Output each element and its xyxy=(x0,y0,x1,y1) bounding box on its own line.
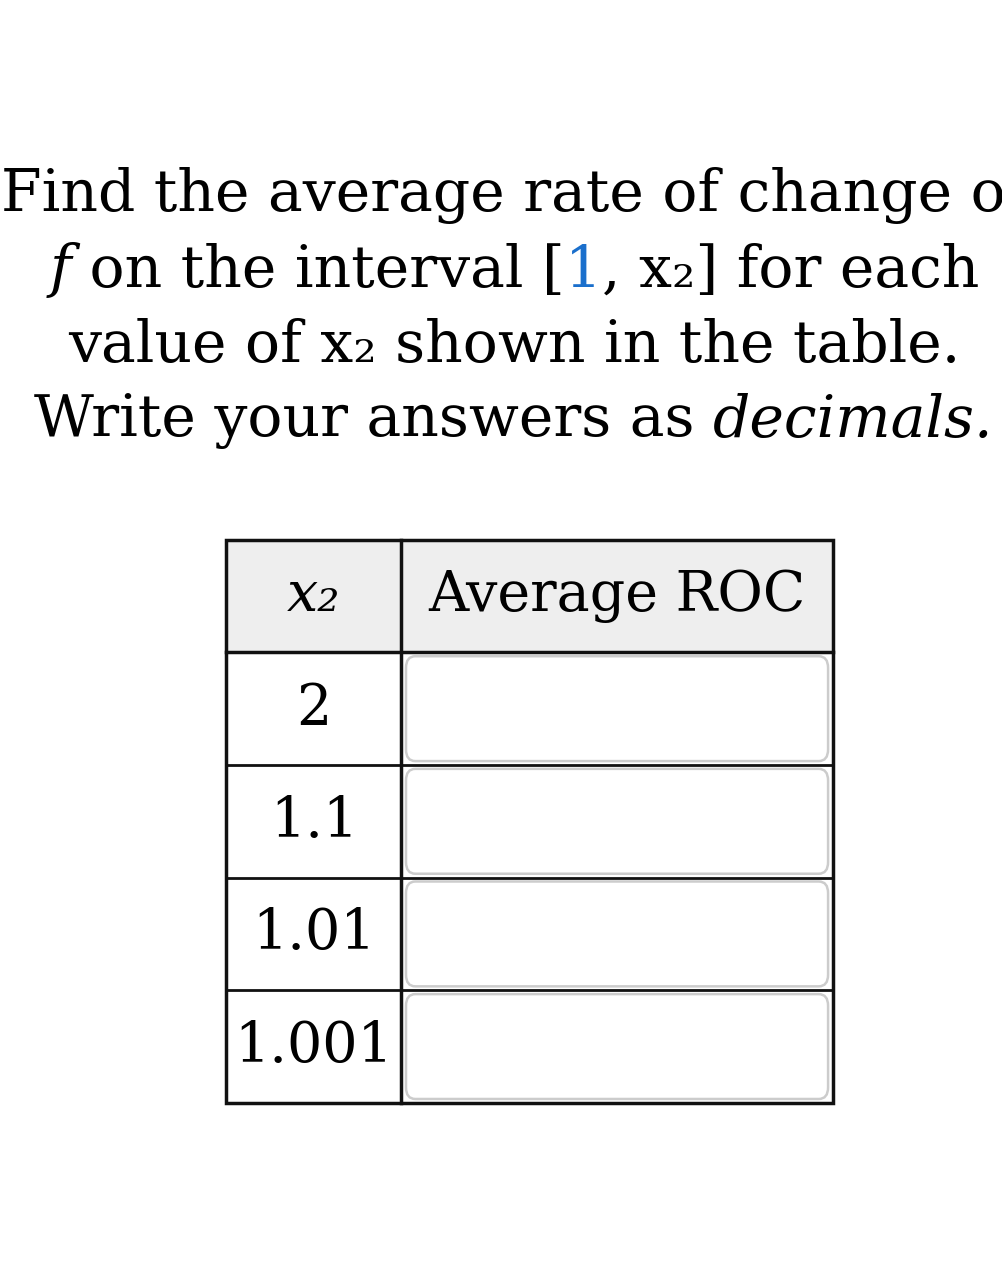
Text: Find the average rate of change of: Find the average rate of change of xyxy=(1,166,1002,223)
Text: value of x₂ shown in the table.: value of x₂ shown in the table. xyxy=(68,318,959,373)
Text: Average ROC: Average ROC xyxy=(428,569,805,623)
FancyBboxPatch shape xyxy=(406,656,828,762)
Polygon shape xyxy=(226,540,832,652)
Text: 1.01: 1.01 xyxy=(252,907,376,961)
Text: x₂: x₂ xyxy=(287,569,341,623)
Text: 1.001: 1.001 xyxy=(234,1019,393,1074)
Text: decimals.: decimals. xyxy=(712,393,993,449)
Text: 2: 2 xyxy=(296,681,332,736)
FancyBboxPatch shape xyxy=(406,881,828,986)
Text: 1.1: 1.1 xyxy=(270,794,358,849)
FancyBboxPatch shape xyxy=(406,994,828,1100)
Text: f: f xyxy=(49,242,71,299)
Text: , x₂] for each: , x₂] for each xyxy=(601,243,978,299)
Text: 1: 1 xyxy=(564,243,601,299)
Text: Write your answers as: Write your answers as xyxy=(34,393,712,449)
FancyBboxPatch shape xyxy=(406,769,828,874)
Text: on the interval [: on the interval [ xyxy=(71,243,564,299)
